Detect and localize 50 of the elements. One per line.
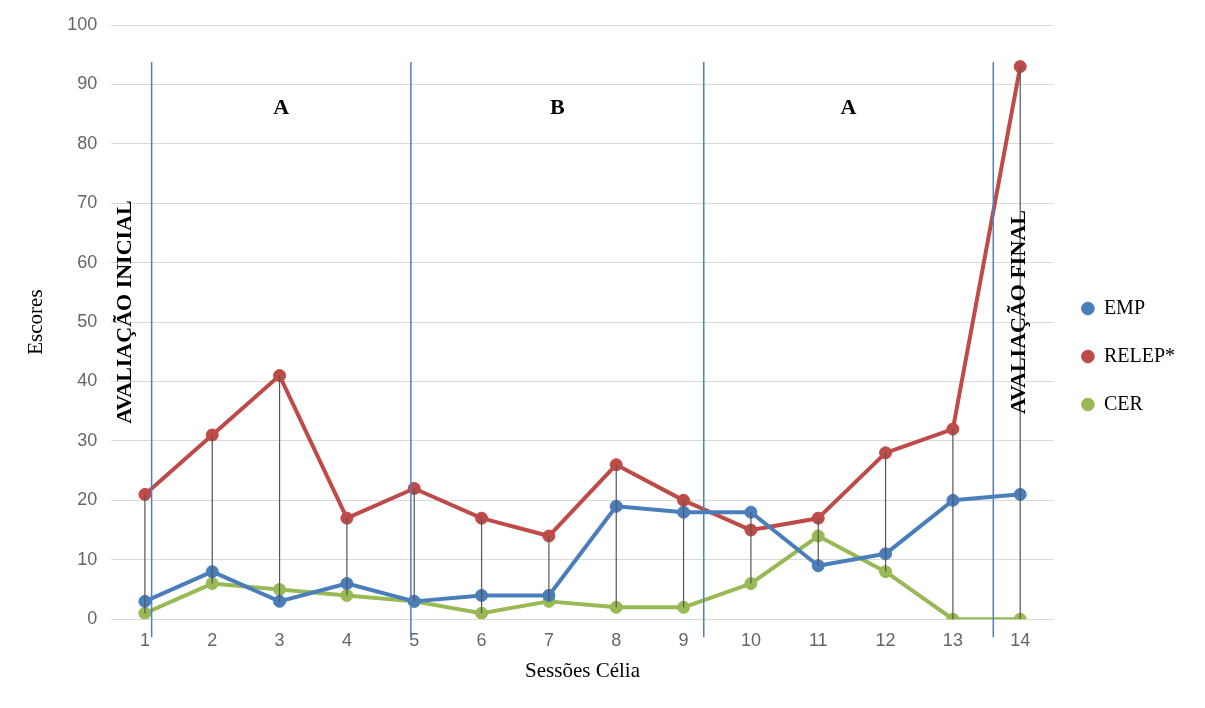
x-axis-title: Sessões Célia [525, 657, 641, 682]
annotation: A [273, 93, 290, 119]
y-tick-label: 60 [77, 251, 98, 272]
ref-line-label: AVALIAÇÃO INICIAL [111, 200, 137, 424]
point [811, 511, 825, 525]
point [475, 511, 489, 525]
point [273, 594, 287, 608]
y-tick-label: 10 [77, 548, 98, 569]
y-tick-label: 80 [77, 132, 98, 153]
x-tick-label: 14 [1010, 629, 1031, 650]
point [475, 606, 489, 620]
point [811, 559, 825, 573]
point [205, 428, 219, 442]
y-tick-label: 0 [87, 608, 98, 629]
point [677, 600, 691, 614]
x-tick-label: 1 [139, 629, 150, 650]
point [273, 369, 287, 383]
x-tick-label: 7 [543, 629, 554, 650]
y-tick-label: 50 [77, 311, 98, 332]
y-tick-label: 100 [67, 13, 98, 34]
point [609, 600, 623, 614]
x-tick-label: 13 [942, 629, 963, 650]
x-tick-label: 8 [611, 629, 622, 650]
y-tick-label: 70 [77, 192, 98, 213]
y-tick-label: 30 [77, 429, 98, 450]
x-tick-label: 11 [808, 629, 828, 650]
x-tick-label: 12 [875, 629, 896, 650]
legend-label: RELEP* [1103, 343, 1176, 366]
x-tick-label: 4 [341, 629, 352, 650]
ref-line-label: AVALIAÇÃO FINAL [1004, 210, 1030, 415]
point [609, 458, 623, 472]
x-tick-label: 9 [678, 629, 689, 650]
annotation: A [840, 93, 857, 119]
point [879, 446, 893, 460]
y-axis-title: Escores [23, 289, 48, 355]
point [205, 577, 219, 591]
x-tick-label: 6 [476, 629, 487, 650]
x-tick-label: 2 [207, 629, 218, 650]
legend-label: CER [1103, 391, 1144, 414]
point [879, 565, 893, 579]
y-tick-label: 90 [77, 73, 98, 94]
legend-label: EMP [1103, 295, 1146, 318]
x-tick-label: 10 [740, 629, 761, 650]
point [677, 493, 691, 507]
y-tick-label: 20 [77, 489, 98, 510]
y-tick-label: 40 [77, 370, 98, 391]
x-tick-label: 3 [274, 629, 285, 650]
x-tick-label: 5 [409, 629, 420, 650]
point [1013, 60, 1027, 74]
annotation: B [549, 93, 565, 119]
